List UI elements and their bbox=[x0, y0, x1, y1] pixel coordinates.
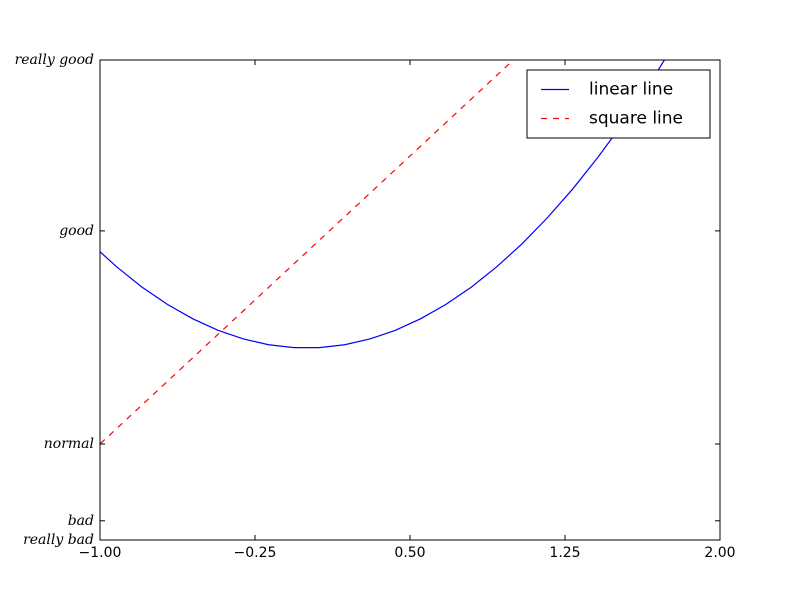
legend-label: square line bbox=[589, 109, 683, 129]
legend-label: linear line bbox=[589, 80, 673, 100]
legend-box bbox=[526, 69, 711, 139]
x-tick-label: −0.25 bbox=[234, 545, 277, 561]
y-tick-label: really good bbox=[15, 52, 94, 68]
y-tick-label: normal bbox=[44, 436, 94, 452]
y-tick-label: really bad bbox=[23, 532, 94, 548]
legend: linear line square line bbox=[526, 69, 711, 139]
x-tick-label: 2.00 bbox=[704, 545, 735, 561]
x-tick-label: 1.25 bbox=[549, 545, 580, 561]
y-tick-label: bad bbox=[68, 513, 94, 529]
x-tick-label: −1.00 bbox=[79, 545, 122, 561]
x-tick-label: 0.50 bbox=[394, 545, 425, 561]
y-tick-label: good bbox=[59, 223, 94, 239]
